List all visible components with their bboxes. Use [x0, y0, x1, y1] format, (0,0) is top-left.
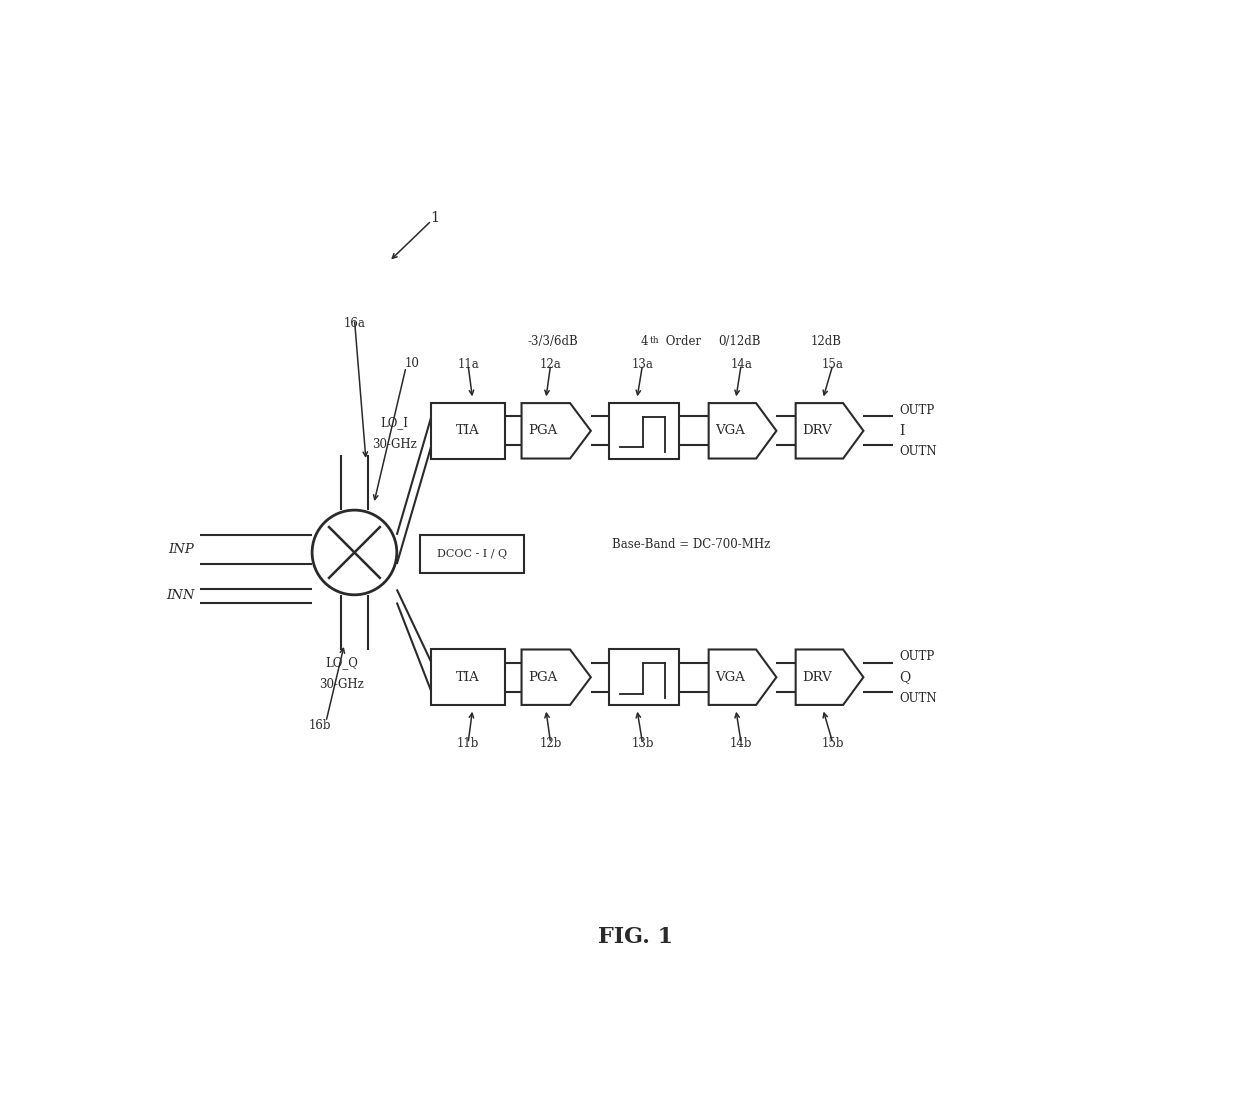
Polygon shape	[432, 403, 505, 458]
Text: INP: INP	[169, 543, 195, 556]
Text: 16b: 16b	[309, 719, 331, 732]
Text: Q: Q	[899, 671, 911, 684]
Text: OUTN: OUTN	[899, 445, 937, 458]
Text: LO_Q: LO_Q	[325, 656, 358, 670]
Text: 13a: 13a	[631, 358, 653, 371]
Text: 14a: 14a	[730, 358, 753, 371]
Text: 30-GHz: 30-GHz	[372, 438, 417, 451]
Text: OUTN: OUTN	[899, 691, 937, 705]
Text: th: th	[650, 336, 660, 345]
Polygon shape	[708, 650, 776, 705]
Polygon shape	[432, 650, 505, 705]
Text: 4: 4	[640, 335, 649, 348]
Text: Order: Order	[662, 335, 701, 348]
Text: 0/12dB: 0/12dB	[718, 335, 760, 348]
Text: 13b: 13b	[631, 737, 653, 749]
Text: INN: INN	[166, 590, 195, 603]
Text: FIG. 1: FIG. 1	[598, 926, 673, 947]
Polygon shape	[522, 650, 590, 705]
Text: DRV: DRV	[802, 424, 832, 438]
Polygon shape	[796, 650, 863, 705]
Text: OUTP: OUTP	[899, 650, 935, 663]
Text: PGA: PGA	[528, 424, 558, 438]
Polygon shape	[609, 650, 680, 705]
Text: 16a: 16a	[343, 316, 366, 329]
Text: 11a: 11a	[458, 358, 479, 371]
Text: 1: 1	[430, 210, 440, 224]
Text: TIA: TIA	[456, 424, 480, 438]
Text: LO_I: LO_I	[381, 417, 408, 429]
Text: -3/3/6dB: -3/3/6dB	[527, 335, 578, 348]
Polygon shape	[609, 403, 680, 458]
Text: I: I	[899, 423, 905, 438]
Text: 15b: 15b	[822, 737, 844, 749]
Text: 10: 10	[404, 358, 419, 371]
Text: DCOC - I / Q: DCOC - I / Q	[436, 549, 507, 559]
Text: 12dB: 12dB	[811, 335, 842, 348]
Text: DRV: DRV	[802, 671, 832, 684]
Polygon shape	[796, 403, 863, 458]
Text: VGA: VGA	[714, 671, 744, 684]
Text: 14b: 14b	[730, 737, 753, 749]
Polygon shape	[522, 403, 590, 458]
Text: PGA: PGA	[528, 671, 558, 684]
Polygon shape	[708, 403, 776, 458]
Text: OUTP: OUTP	[899, 404, 935, 417]
Text: VGA: VGA	[714, 424, 744, 438]
Text: Base-Band = DC-700-MHz: Base-Band = DC-700-MHz	[613, 538, 770, 551]
Text: 11b: 11b	[456, 737, 479, 749]
Text: TIA: TIA	[456, 671, 480, 684]
Polygon shape	[420, 535, 523, 573]
Text: 30-GHz: 30-GHz	[319, 678, 363, 691]
Text: 12b: 12b	[539, 737, 562, 749]
Text: 12a: 12a	[539, 358, 562, 371]
Text: 15a: 15a	[822, 358, 844, 371]
